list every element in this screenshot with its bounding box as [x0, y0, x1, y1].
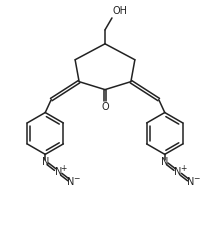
Text: O: O: [101, 102, 109, 112]
Text: N: N: [174, 167, 181, 177]
Text: N: N: [161, 157, 168, 167]
Text: +: +: [60, 164, 67, 173]
Text: OH: OH: [113, 6, 128, 16]
Text: −: −: [73, 174, 80, 183]
Text: +: +: [180, 164, 186, 173]
Text: N: N: [42, 157, 49, 167]
Text: −: −: [193, 174, 199, 183]
Text: N: N: [67, 177, 75, 187]
Text: N: N: [187, 177, 194, 187]
Text: N: N: [55, 167, 62, 177]
